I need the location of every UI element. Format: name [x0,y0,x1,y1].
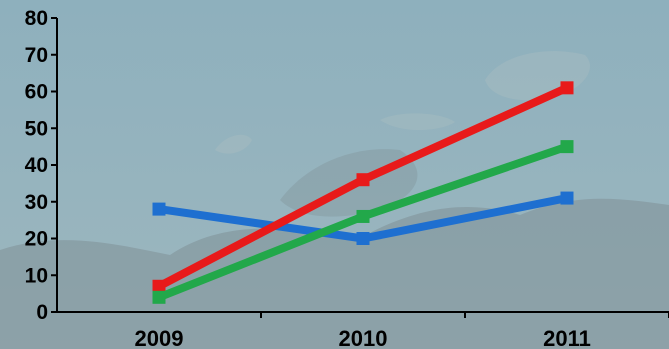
y-tick-label: 60 [25,81,48,104]
axes: 0 10 20 30 40 50 60 70 80 2009 2010 2011 [25,7,669,349]
series-2-point [152,290,166,304]
y-tick-label: 10 [25,264,48,287]
y-tick-label: 50 [25,117,48,140]
x-tick-label: 2011 [543,326,591,349]
series-1-point [560,81,574,95]
background-rock [215,134,252,154]
series-layer [152,81,574,304]
y-tick-label: 20 [25,228,48,251]
series-0-point [560,191,574,205]
series-0-point [152,202,166,216]
series-2-point [356,209,370,223]
x-tick-label: 2009 [135,326,184,349]
y-tick-label: 70 [25,44,48,67]
series-2-point [560,140,574,154]
y-tick-label: 80 [25,7,48,30]
y-tick-label: 0 [36,301,48,324]
y-tick-label: 30 [25,191,48,214]
background-rock [380,113,455,130]
series-1-point [356,173,370,187]
y-tick-label: 40 [25,154,48,177]
series-1-point [152,279,166,293]
x-tick-label: 2010 [339,326,388,349]
series-0-point [356,232,370,245]
